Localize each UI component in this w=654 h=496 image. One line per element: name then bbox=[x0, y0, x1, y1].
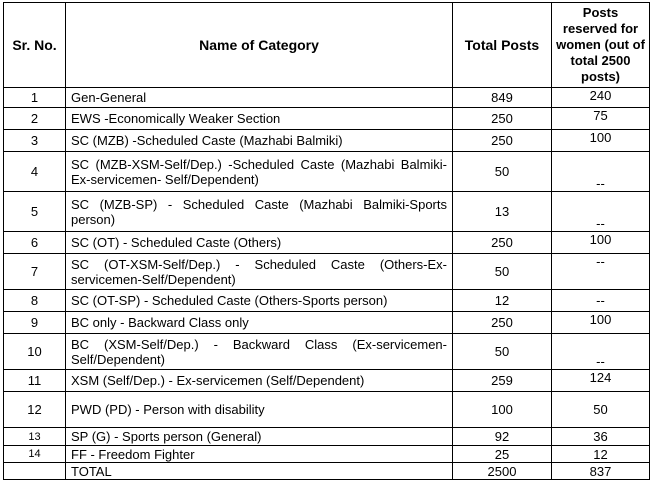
table-row: 10 BC (XSM-Self/Dep.) - Backward Class (… bbox=[3, 333, 650, 370]
women-cell: 12 bbox=[551, 445, 650, 463]
sr-cell: 12 bbox=[3, 391, 66, 428]
sr-cell: 11 bbox=[3, 369, 66, 392]
table-row: 11 XSM (Self/Dep.) - Ex-servicemen (Self… bbox=[3, 369, 650, 392]
women-cell: -- bbox=[551, 289, 650, 312]
women-cell: -- bbox=[551, 151, 650, 192]
sr-cell: 9 bbox=[3, 311, 66, 334]
total-cell: 50 bbox=[452, 253, 552, 290]
table-row: 6 SC (OT) - Scheduled Caste (Others) 250… bbox=[3, 231, 650, 254]
women-cell: 100 bbox=[551, 311, 650, 334]
women-cell: -- bbox=[551, 333, 650, 370]
total-cell: 50 bbox=[452, 151, 552, 192]
sr-cell: 8 bbox=[3, 289, 66, 312]
category-cell: SC (OT-SP) - Scheduled Caste (Others-Spo… bbox=[65, 289, 453, 312]
table-row: 5 SC (MZB-SP) - Scheduled Caste (Mazhabi… bbox=[3, 191, 650, 232]
table-row: 13 SP (G) - Sports person (General) 92 3… bbox=[3, 427, 650, 446]
category-cell: SC (MZB) -Scheduled Caste (Mazhabi Balmi… bbox=[65, 129, 453, 152]
sr-cell: 3 bbox=[3, 129, 66, 152]
sr-cell bbox=[3, 462, 66, 480]
sr-cell: 1 bbox=[3, 87, 66, 108]
sr-cell: 10 bbox=[3, 333, 66, 370]
category-cell: XSM (Self/Dep.) - Ex-servicemen (Self/De… bbox=[65, 369, 453, 392]
table-row: 9 BC only - Backward Class only 250 100 bbox=[3, 311, 650, 334]
table-row: 4 SC (MZB-XSM-Self/Dep.) -Scheduled Cast… bbox=[3, 151, 650, 192]
women-cell: -- bbox=[551, 191, 650, 232]
women-cell: 124 bbox=[551, 369, 650, 392]
total-cell: 92 bbox=[452, 427, 552, 446]
women-cell: 36 bbox=[551, 427, 650, 446]
header-sr-no: Sr. No. bbox=[3, 2, 66, 88]
sr-cell: 6 bbox=[3, 231, 66, 254]
total-cell: 25 bbox=[452, 445, 552, 463]
sr-cell: 2 bbox=[3, 107, 66, 130]
women-cell: 100 bbox=[551, 129, 650, 152]
header-women-posts: Posts reserved for women (out of total 2… bbox=[551, 2, 650, 88]
table-row: 7 SC (OT-XSM-Self/Dep.) - Scheduled Cast… bbox=[3, 253, 650, 290]
table-row: 1 Gen-General 849 240 bbox=[3, 87, 650, 108]
header-category-name: Name of Category bbox=[65, 2, 453, 88]
women-cell: 240 bbox=[551, 87, 650, 108]
header-total-posts: Total Posts bbox=[452, 2, 552, 88]
category-cell: EWS -Economically Weaker Section bbox=[65, 107, 453, 130]
table-row: 14 FF - Freedom Fighter 25 12 bbox=[3, 445, 650, 463]
total-cell: 849 bbox=[452, 87, 552, 108]
category-cell: Gen-General bbox=[65, 87, 453, 108]
table-row: 8 SC (OT-SP) - Scheduled Caste (Others-S… bbox=[3, 289, 650, 312]
sr-cell: 7 bbox=[3, 253, 66, 290]
grand-total-posts: 2500 bbox=[452, 462, 552, 480]
sr-cell: 4 bbox=[3, 151, 66, 192]
total-cell: 100 bbox=[452, 391, 552, 428]
category-cell: SC (MZB-SP) - Scheduled Caste (Mazhabi B… bbox=[65, 191, 453, 232]
total-cell: 12 bbox=[452, 289, 552, 312]
women-cell: -- bbox=[551, 253, 650, 290]
table-row: 2 EWS -Economically Weaker Section 250 7… bbox=[3, 107, 650, 130]
total-row: TOTAL 2500 837 bbox=[3, 462, 650, 480]
category-posts-table: Sr. No. Name of Category Total Posts Pos… bbox=[3, 2, 650, 480]
category-cell: SC (OT) - Scheduled Caste (Others) bbox=[65, 231, 453, 254]
grand-total-women: 837 bbox=[551, 462, 650, 480]
category-cell: PWD (PD) - Person with disability bbox=[65, 391, 453, 428]
women-cell: 100 bbox=[551, 231, 650, 254]
category-cell: BC only - Backward Class only bbox=[65, 311, 453, 334]
sr-cell: 5 bbox=[3, 191, 66, 232]
category-cell: FF - Freedom Fighter bbox=[65, 445, 453, 463]
women-cell: 75 bbox=[551, 107, 650, 130]
table-header-row: Sr. No. Name of Category Total Posts Pos… bbox=[3, 2, 650, 88]
total-cell: 259 bbox=[452, 369, 552, 392]
category-cell: SP (G) - Sports person (General) bbox=[65, 427, 453, 446]
total-cell: 13 bbox=[452, 191, 552, 232]
total-label: TOTAL bbox=[65, 462, 453, 480]
sr-cell: 13 bbox=[3, 427, 66, 446]
women-cell: 50 bbox=[551, 391, 650, 428]
category-cell: SC (OT-XSM-Self/Dep.) - Scheduled Caste … bbox=[65, 253, 453, 290]
total-cell: 250 bbox=[452, 231, 552, 254]
category-cell: SC (MZB-XSM-Self/Dep.) -Scheduled Caste … bbox=[65, 151, 453, 192]
total-cell: 250 bbox=[452, 107, 552, 130]
sr-cell: 14 bbox=[3, 445, 66, 463]
category-cell: BC (XSM-Self/Dep.) - Backward Class (Ex-… bbox=[65, 333, 453, 370]
table-row: 12 PWD (PD) - Person with disability 100… bbox=[3, 391, 650, 428]
total-cell: 250 bbox=[452, 129, 552, 152]
table-row: 3 SC (MZB) -Scheduled Caste (Mazhabi Bal… bbox=[3, 129, 650, 152]
total-cell: 250 bbox=[452, 311, 552, 334]
total-cell: 50 bbox=[452, 333, 552, 370]
